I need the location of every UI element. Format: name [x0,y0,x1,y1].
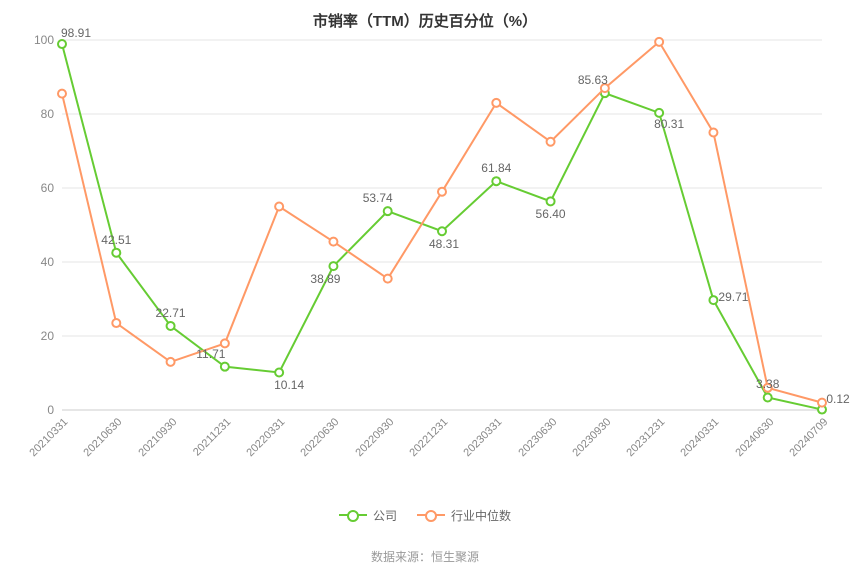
x-tick-label: 20210331 [27,416,70,459]
x-tick-label: 20210630 [82,416,125,459]
legend: 公司 行业中位数 [0,505,850,524]
legend-marker-icon [347,510,359,522]
y-tick-label: 20 [41,329,54,343]
y-tick-label: 60 [41,181,54,195]
legend-item[interactable]: 公司 [339,507,397,524]
point-label: 98.91 [61,26,91,40]
chart-title: 市销率（TTM）历史百分位（%） [0,10,850,31]
chart-container: 市销率（TTM）历史百分位（%） 98.91 42.51 22.71 11.71 10.… [0,0,850,575]
point-label: 61.84 [481,161,511,175]
x-tick-label: 20210930 [136,416,179,459]
point-label: 85.63 [578,73,608,87]
x-tick-label: 20220930 [353,416,396,459]
point-label: 11.71 [196,347,225,361]
point-label: 3.38 [756,377,779,391]
point-label: 48.31 [429,237,459,251]
point-label: 0.12 [826,392,849,406]
x-tick-label: 20240331 [679,416,722,459]
plot-area: 98.9142.5122.7111.7110.1438.8953.7448.31… [62,40,822,410]
y-tick-label: 100 [34,33,54,47]
point-label: 80.31 [654,117,684,131]
y-tick-label: 40 [41,255,54,269]
x-tick-label: 20240630 [733,416,776,459]
x-tick-label: 20230331 [462,416,505,459]
x-tick-label: 20211231 [191,416,234,459]
legend-line-icon [339,514,367,516]
y-tick-label: 0 [47,403,54,417]
point-label: 42.51 [101,233,131,247]
y-tick-label: 80 [41,107,54,121]
x-tick-label: 20221231 [407,416,450,459]
x-tick-label: 20230630 [516,416,559,459]
x-tick-label: 20240709 [787,416,830,459]
legend-label: 行业中位数 [451,507,511,524]
x-tick-label: 20230930 [570,416,613,459]
chart-svg [62,40,822,410]
legend-marker-icon [425,510,437,522]
legend-line-icon [417,514,445,516]
x-tick-label: 20231231 [625,416,668,459]
point-label: 56.40 [536,207,566,221]
data-source: 数据来源：恒生聚源 [0,548,850,565]
legend-item[interactable]: 行业中位数 [417,507,511,524]
x-tick-label: 20220630 [299,416,342,459]
point-label: 10.14 [274,378,304,392]
point-label: 29.71 [718,290,748,304]
legend-label: 公司 [373,507,397,524]
point-label: 38.89 [310,272,340,286]
point-label: 22.71 [156,306,186,320]
point-label: 53.74 [363,191,393,205]
x-tick-label: 20220331 [245,416,288,459]
